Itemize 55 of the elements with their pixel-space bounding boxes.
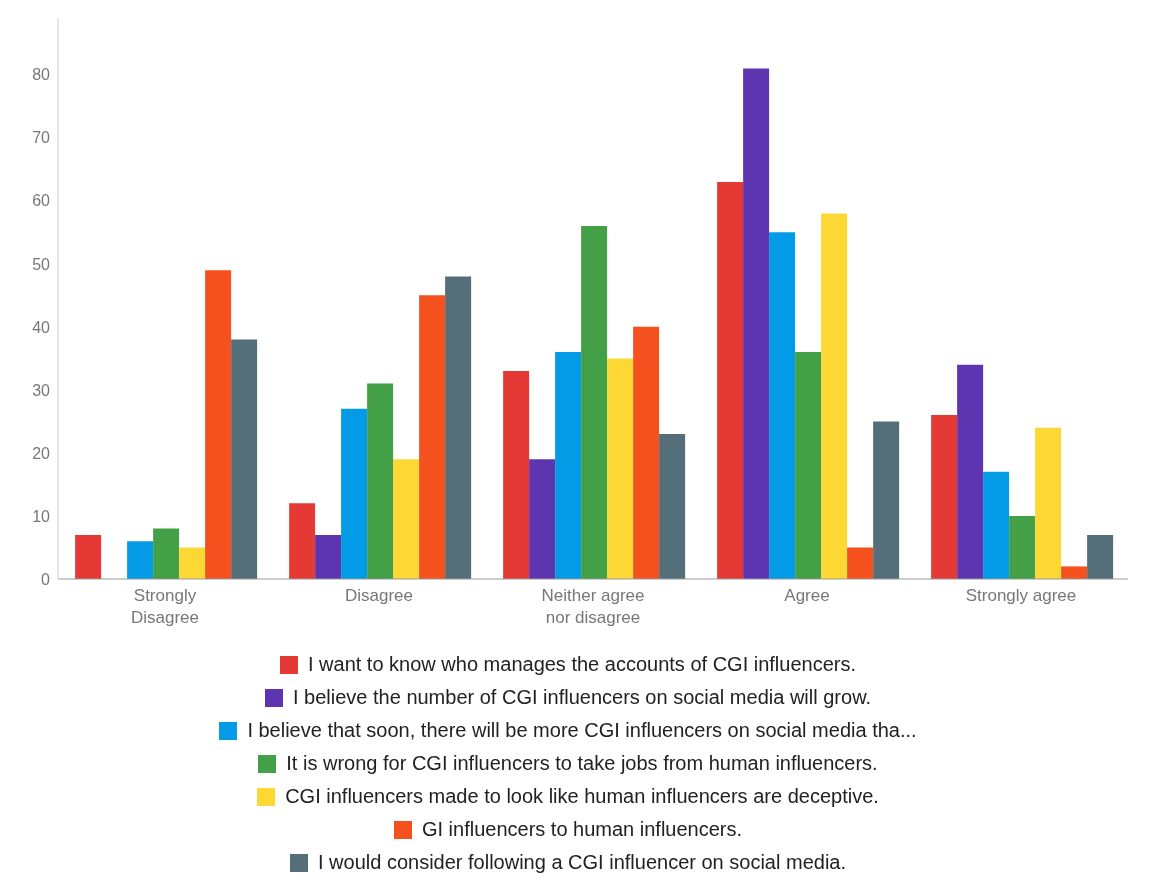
bar (847, 547, 874, 579)
x-tick-label: Agree (784, 586, 830, 605)
bar (1061, 566, 1088, 579)
y-tick-label: 80 (32, 66, 51, 84)
bar (769, 232, 796, 579)
bar (581, 226, 608, 579)
x-tick-label: Neither agree nor disagree (541, 586, 645, 627)
x-tick-label: Strongly Disagree (130, 586, 200, 627)
legend-label: GI influencers to human influencers. (421, 818, 743, 841)
y-tick-label: 30 (32, 381, 51, 399)
bar (445, 276, 472, 579)
x-tick-label: Strongly agree (965, 586, 1077, 605)
bar (205, 270, 232, 579)
bar (795, 352, 822, 579)
legend-label: CGI influencers made to look like human influencers are deceptive. (285, 785, 879, 808)
bar (743, 68, 770, 579)
bar (503, 370, 530, 579)
bar (957, 364, 984, 579)
bar (931, 415, 958, 579)
bar (231, 339, 258, 579)
y-tick-label: 70 (32, 129, 51, 147)
bar (419, 295, 446, 579)
y-tick-label: 20 (32, 444, 51, 462)
bar (367, 383, 394, 579)
bar (983, 471, 1010, 579)
legend-label: It is wrong for CGI influencers to take jobs from human influencers. (286, 752, 878, 775)
x-tick-label: Disagree (344, 586, 414, 605)
y-tick-label: 50 (32, 255, 51, 273)
y-tick-label: 60 (32, 192, 51, 210)
bar (1035, 427, 1062, 579)
bar (1087, 534, 1114, 579)
bar (75, 534, 102, 579)
bar (873, 421, 900, 579)
y-tick-label: 10 (32, 507, 51, 525)
bar (717, 181, 744, 579)
legend-label: I believe the number of CGI influencers on social media will grow. (292, 686, 872, 709)
bar (315, 534, 342, 579)
legend-label: I want to know who manages the accounts of CGI influencers. (307, 653, 857, 676)
bar (555, 352, 582, 579)
bar (179, 547, 206, 579)
bar (153, 528, 180, 579)
bar (1009, 515, 1036, 579)
bar (633, 326, 660, 579)
bar (341, 408, 368, 579)
legend-label: I would consider following a CGI influencer on social media. (317, 851, 847, 874)
bar (529, 459, 556, 579)
bar (393, 459, 420, 579)
bar (659, 434, 686, 579)
y-tick-label: 40 (32, 318, 51, 336)
y-tick-label: 0 (41, 570, 51, 588)
bar (607, 358, 634, 579)
legend-label: I believe that soon, there will be more CGI influencers on social media tha... (247, 719, 917, 742)
bar (821, 213, 848, 579)
bar (127, 541, 154, 579)
bar (289, 503, 316, 579)
